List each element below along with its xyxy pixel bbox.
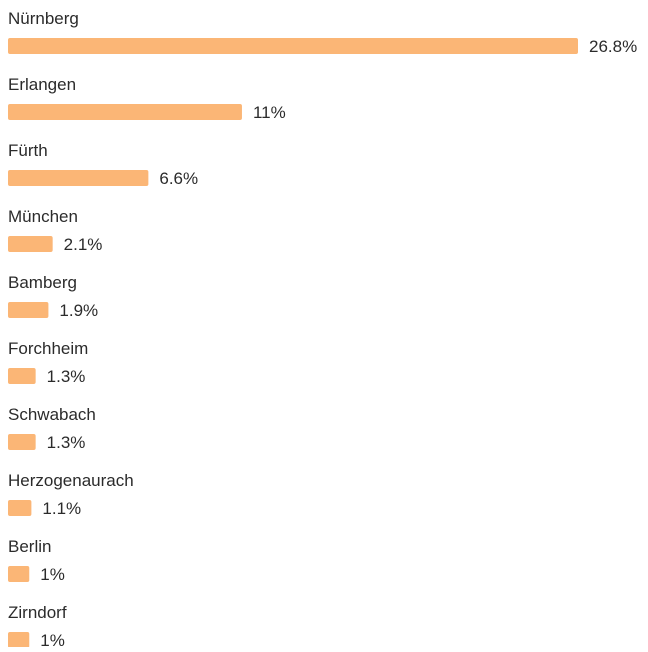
bar	[8, 500, 32, 516]
category-label: Bamberg	[8, 273, 77, 292]
value-label: 1%	[40, 565, 65, 584]
bar	[8, 434, 36, 450]
bar	[8, 302, 49, 318]
category-label: Schwabach	[8, 405, 96, 424]
category-label: Zirndorf	[8, 603, 67, 622]
bar	[8, 632, 30, 648]
category-label: München	[8, 207, 78, 226]
value-label: 26.8%	[589, 37, 637, 56]
value-label: 2.1%	[64, 235, 103, 254]
bar	[8, 104, 242, 120]
category-label: Forchheim	[8, 339, 88, 358]
value-label: 1.3%	[47, 367, 86, 386]
value-label: 1.1%	[42, 499, 81, 518]
bar	[8, 566, 30, 582]
value-label: 1.3%	[47, 433, 86, 452]
bar	[8, 170, 149, 186]
category-label: Herzogenaurach	[8, 471, 134, 490]
category-label: Nürnberg	[8, 9, 79, 28]
category-label: Fürth	[8, 141, 48, 160]
value-label: 6.6%	[159, 169, 198, 188]
bar	[8, 38, 578, 54]
bar	[8, 236, 53, 252]
category-label: Erlangen	[8, 75, 76, 94]
bar	[8, 368, 36, 384]
value-label: 1.9%	[59, 301, 98, 320]
value-label: 11%	[253, 103, 286, 122]
category-label: Berlin	[8, 537, 51, 556]
value-label: 1%	[40, 631, 65, 647]
